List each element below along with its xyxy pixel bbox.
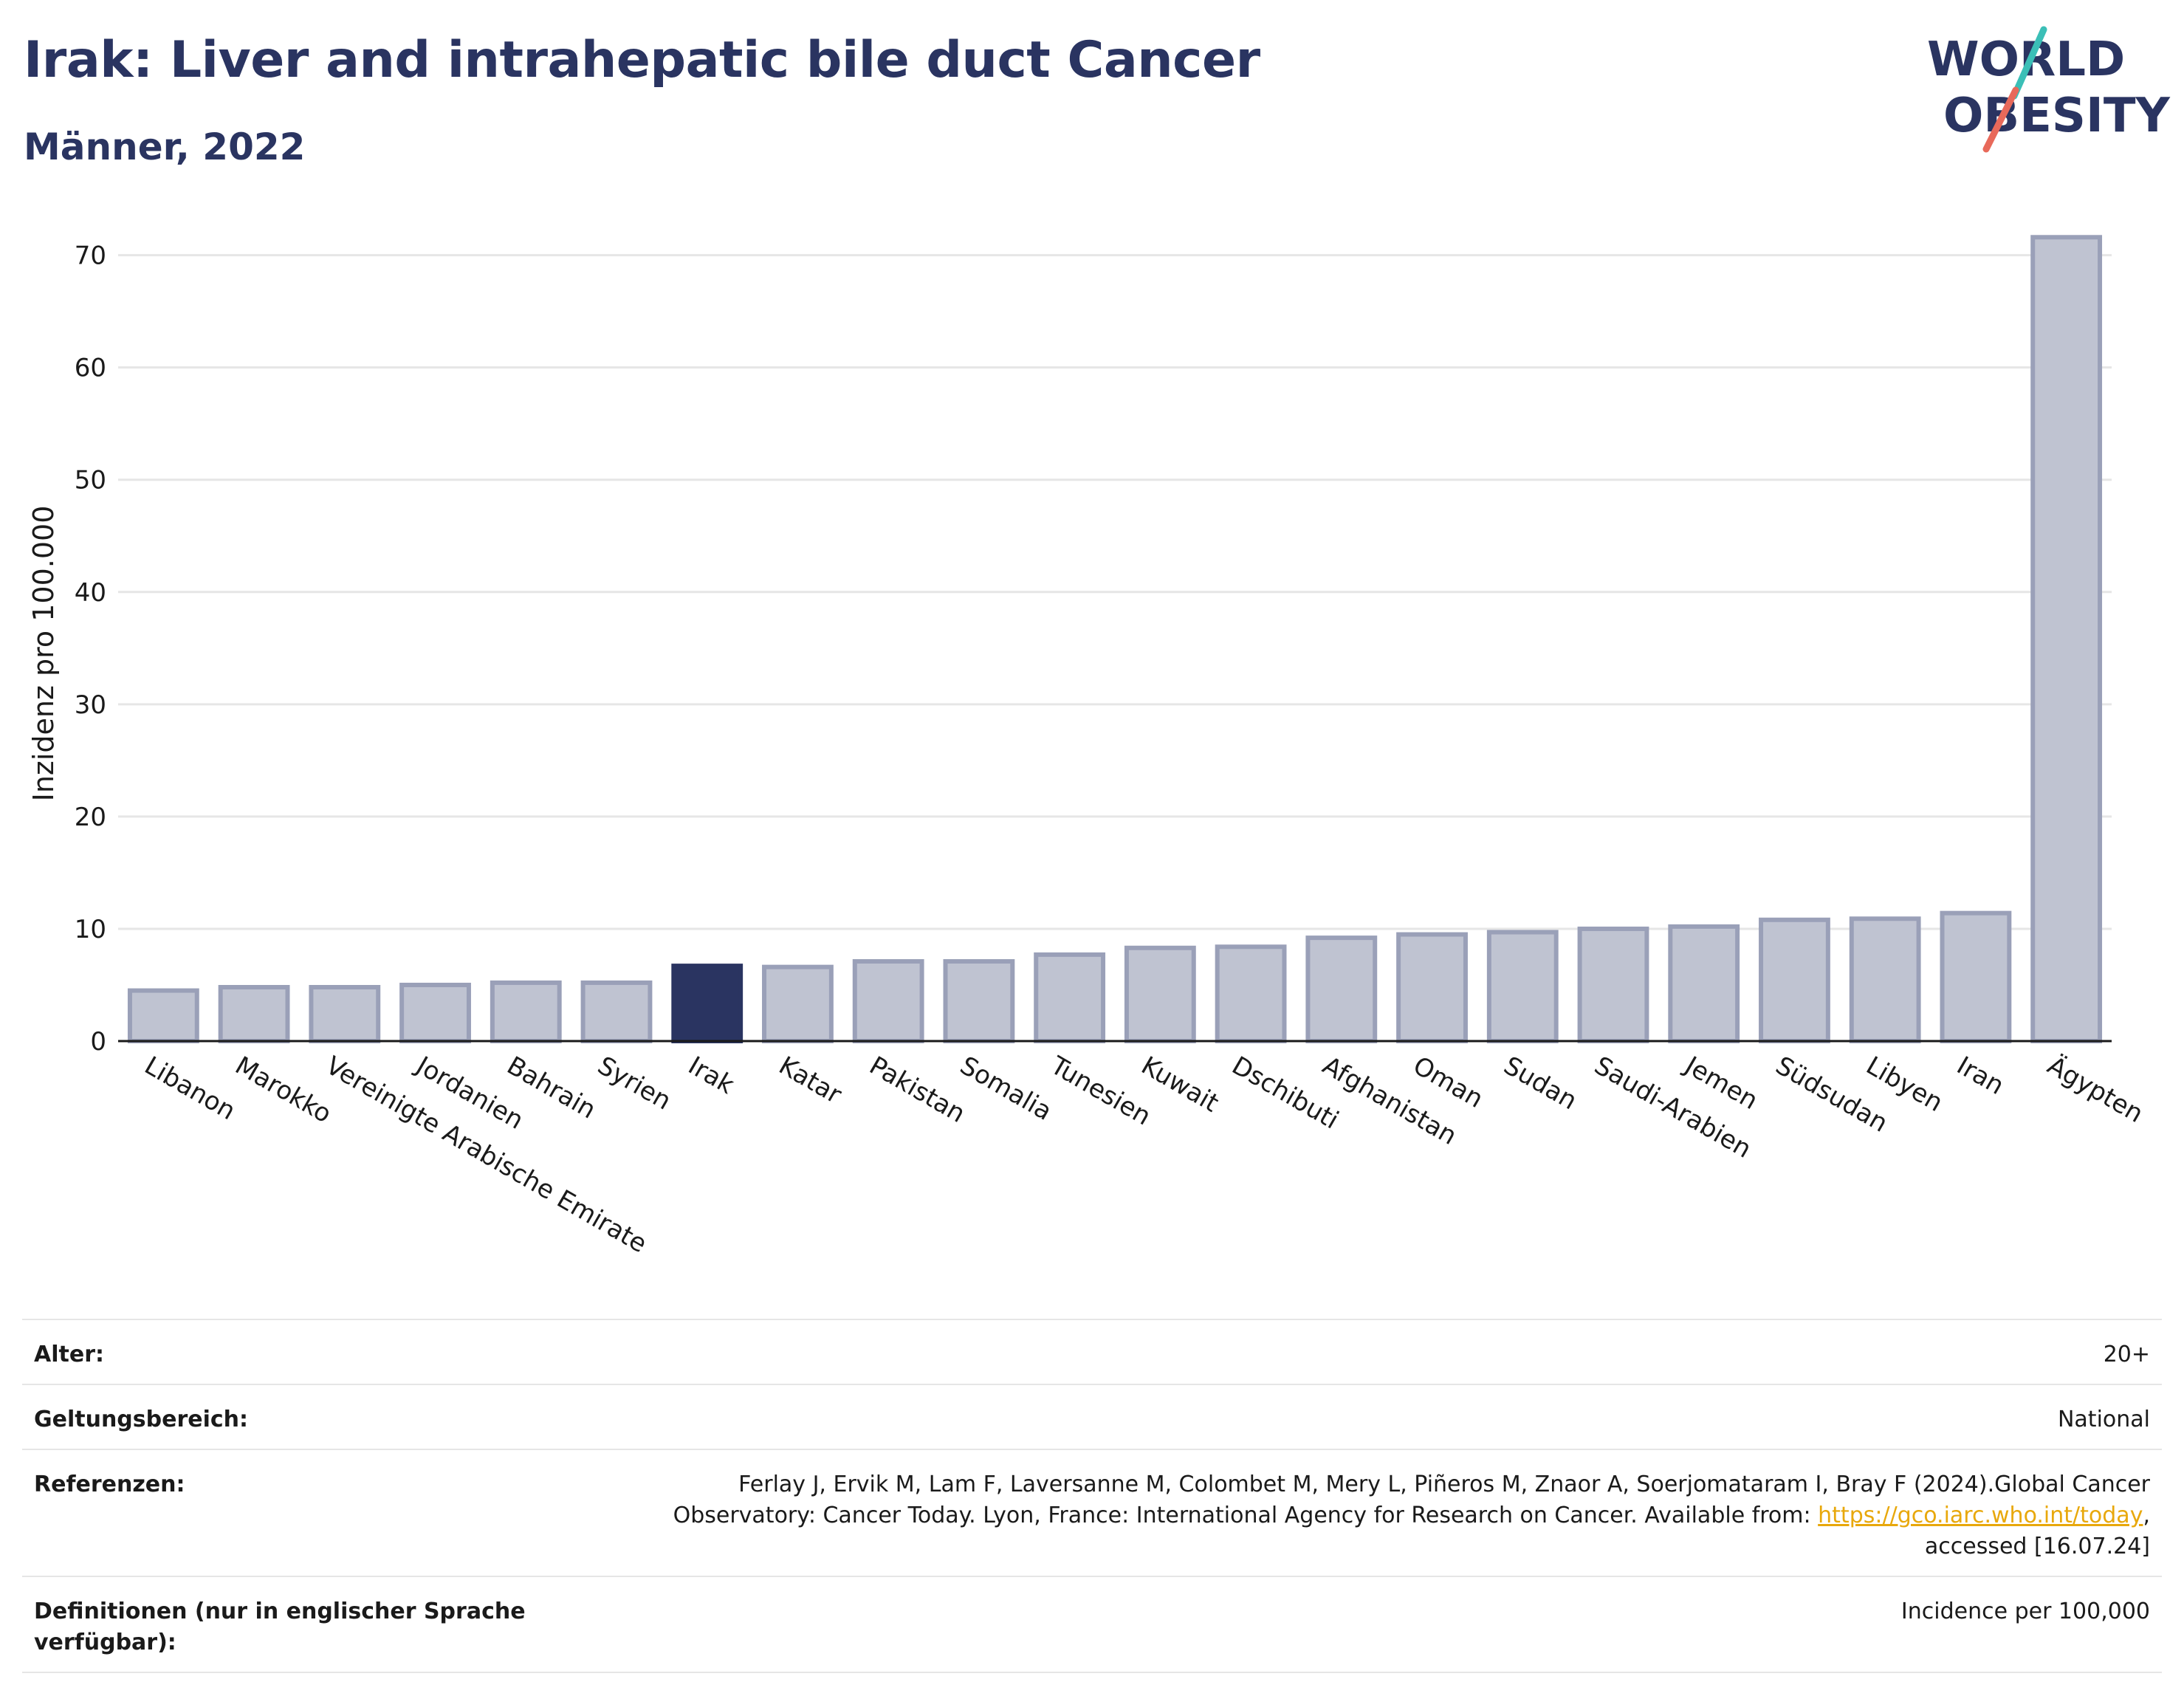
y-tick-label: 60 bbox=[75, 354, 106, 383]
y-tick-label: 70 bbox=[75, 241, 106, 271]
meta-row-references: Referenzen: Ferlay J, Ervik M, Lam F, La… bbox=[22, 1449, 2162, 1576]
meta-key: Geltungsbereich: bbox=[34, 1407, 249, 1432]
y-axis-label: Inzidenz pro 100.000 bbox=[27, 506, 60, 802]
x-tick-label: Vereinigte Arabische Emirate bbox=[320, 1051, 651, 1259]
meta-row-definitions: Definitionen (nur in englischer Sprache … bbox=[22, 1576, 2162, 1673]
x-tick-label: Saudi-Arabien bbox=[1590, 1051, 1757, 1164]
meta-value: National bbox=[2057, 1407, 2150, 1432]
x-tick-label: Syrien bbox=[593, 1051, 676, 1116]
bar-marokko bbox=[218, 985, 290, 1043]
y-tick-label: 50 bbox=[75, 466, 106, 495]
bars bbox=[127, 235, 2103, 1044]
reference-link[interactable]: https://gco.iarc.who.int/today bbox=[1818, 1503, 2143, 1528]
y-tick-label: 0 bbox=[90, 1027, 106, 1057]
bar-jemen bbox=[1668, 924, 1740, 1043]
y-tick-label: 10 bbox=[75, 915, 106, 944]
meta-value: Incidence per 100,000 bbox=[1900, 1599, 2150, 1624]
logo-line1: WORLD bbox=[1927, 32, 2125, 87]
bar-somalia bbox=[943, 959, 1015, 1044]
x-tick-label: Somalia bbox=[955, 1051, 1057, 1127]
bar-pakistan bbox=[852, 959, 924, 1044]
y-tick-label: 30 bbox=[75, 690, 106, 720]
x-tick-label: Iran bbox=[1951, 1051, 2008, 1101]
bar-katar bbox=[762, 964, 834, 1043]
meta-value: Ferlay J, Ervik M, Lam F, Laversanne M, … bbox=[600, 1469, 2150, 1562]
reference-accessed: , accessed [16.07.24] bbox=[1924, 1503, 2150, 1559]
bar-ägypten bbox=[2030, 235, 2103, 1043]
x-tick-label: Marokko bbox=[230, 1051, 337, 1129]
x-tick-label: Irak bbox=[683, 1051, 739, 1100]
meta-key: Alter: bbox=[34, 1342, 104, 1367]
bar-libanon bbox=[127, 988, 199, 1043]
logo-line2: OBESITY bbox=[1943, 89, 2170, 143]
x-tick-label: Tunesien bbox=[1045, 1051, 1155, 1132]
bar-afghanistan bbox=[1305, 935, 1378, 1044]
x-tick-label: Ägypten bbox=[2042, 1051, 2148, 1129]
x-tick-label: Katar bbox=[774, 1051, 847, 1110]
meta-key: Definitionen (nur in englischer Sprache … bbox=[34, 1599, 526, 1655]
bar-tunesien bbox=[1034, 952, 1106, 1044]
x-tick-label: Sudan bbox=[1499, 1051, 1582, 1116]
x-tick-label: Libanon bbox=[140, 1051, 241, 1126]
bar-dschibuti bbox=[1215, 944, 1287, 1043]
meta-row-age: Alter: 20+ bbox=[22, 1319, 2162, 1384]
bar-saudi-arabien bbox=[1577, 926, 1649, 1043]
world-obesity-logo: WORLD OBESITY bbox=[1927, 26, 2170, 153]
meta-key: Referenzen: bbox=[34, 1472, 185, 1497]
y-tick-label: 40 bbox=[75, 578, 106, 608]
x-tick-label: Pakistan bbox=[865, 1051, 970, 1129]
bar-iran bbox=[1940, 910, 2012, 1044]
meta-row-scope: Geltungsbereich: National bbox=[22, 1384, 2162, 1449]
logo-slash-teal bbox=[2010, 26, 2047, 100]
y-tick-label: 20 bbox=[75, 803, 106, 832]
bar-südsudan bbox=[1759, 917, 1830, 1043]
y-axis-ticks: 0 10 20 30 40 50 60 70 bbox=[75, 241, 106, 1057]
metadata-table: Alter: 20+ Geltungsbereich: National Ref… bbox=[22, 1319, 2162, 1673]
bar-syrien bbox=[580, 980, 653, 1044]
chart-subtitle: Männer, 2022 bbox=[24, 126, 306, 168]
bar-jordanien bbox=[399, 982, 471, 1044]
bar-kuwait bbox=[1124, 945, 1196, 1044]
meta-value: 20+ bbox=[2103, 1342, 2150, 1367]
bar-libyen bbox=[1849, 916, 1921, 1043]
logo-slash-coral bbox=[1982, 86, 2019, 153]
bar-irak bbox=[671, 964, 744, 1043]
bar-chart: 0 10 20 30 40 50 60 70 LibanonMarokkoVereinigte… bbox=[27, 235, 2149, 1259]
chart-title: Irak: Liver and intrahepatic bile duct C… bbox=[24, 31, 1260, 89]
bar-oman bbox=[1396, 932, 1468, 1044]
bar-vereinigte-arabische-emirate bbox=[309, 985, 381, 1043]
bar-sudan bbox=[1486, 930, 1559, 1043]
reference-text: Ferlay J, Ervik M, Lam F, Laversanne M, … bbox=[673, 1472, 2150, 1528]
bar-bahrain bbox=[490, 980, 562, 1044]
grid-lines bbox=[118, 254, 2112, 930]
